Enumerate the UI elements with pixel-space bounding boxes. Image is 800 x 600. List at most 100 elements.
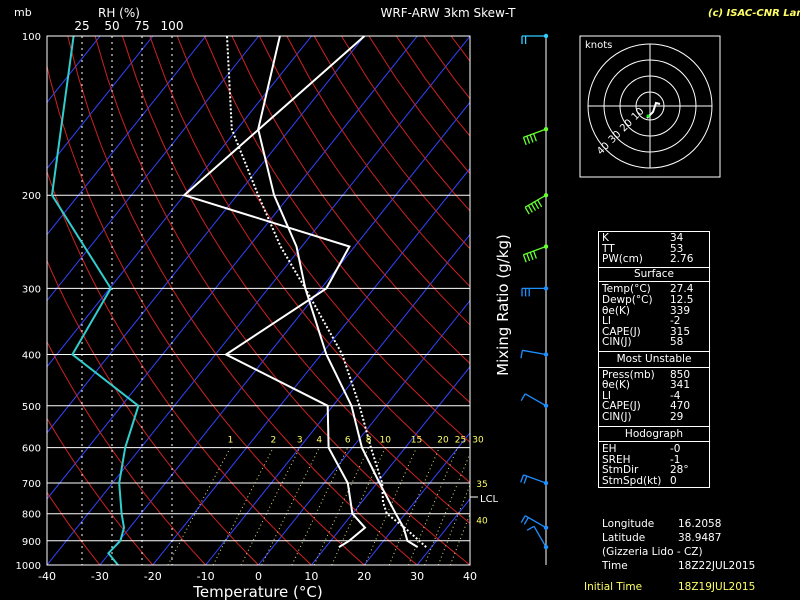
plot-frame: [46, 35, 471, 566]
station-value: 16.2058: [678, 518, 722, 530]
hodo-key: StmDir: [602, 464, 639, 477]
x-tick-label: -40: [38, 570, 56, 583]
hodo-value: -0: [670, 443, 681, 456]
isotherm: [258, 299, 470, 565]
y-tick-label: 500: [22, 402, 41, 413]
wind-barb: [524, 515, 547, 529]
surface-value: 315: [670, 325, 691, 338]
wind-barb-flag: [520, 393, 526, 402]
wind-barb-flag: [529, 252, 534, 260]
surface-value: 12.5: [670, 293, 694, 306]
indices-panel: K 34 TT 53 PW(cm) 2.76 Surface Temp(°C) 27.4 De…: [598, 231, 710, 489]
unstable-key: LI: [602, 389, 611, 402]
x-tick-label: -20: [144, 570, 162, 583]
hodograph-trace: [646, 101, 661, 119]
x-tick-label: -10: [197, 570, 215, 583]
hodo-row: SREH -1: [602, 455, 706, 466]
index-value: 2.76: [670, 253, 694, 266]
mixing-ratio-tick: 35: [476, 480, 487, 490]
mixing-ratio-tick: 25: [455, 436, 466, 446]
station-value: 18Z22JUL2015: [678, 560, 756, 572]
station-row: Longitude 16.2058: [602, 517, 755, 531]
y-tick-label: 600: [22, 444, 41, 455]
wind-barb-flag: [537, 199, 543, 208]
index-key: TT: [602, 242, 615, 255]
mixing-ratio-tick: 10: [380, 436, 392, 446]
y-tick-label: 800: [22, 510, 41, 521]
dry-adiabat: [313, 36, 470, 250]
wind-barb-flag: [534, 201, 540, 210]
unstable-value: 29: [670, 410, 684, 423]
station-key: Time: [602, 560, 628, 572]
surface-row: Dewp(°C) 12.5: [602, 295, 706, 306]
isotherm: [47, 36, 312, 368]
surface-title: Surface: [599, 269, 709, 283]
wind-barb-flag: [524, 206, 530, 215]
hodo-value: 28°: [670, 464, 689, 477]
hodograph-title: Hodograph: [599, 428, 709, 443]
unstable-row: CIN(J) 29: [602, 412, 706, 423]
chart-title: WRF-ARW 3km Skew-T: [381, 6, 517, 20]
wind-barb-flag: [526, 253, 531, 262]
hodo-value: -1: [670, 453, 681, 466]
mixing-ratio-line: [240, 447, 301, 565]
index-row: PW(cm) 2.76: [602, 254, 706, 265]
surface-row: θe(K) 339: [602, 305, 706, 317]
dry-adiabat: [231, 36, 470, 365]
dry-adiabat: [204, 36, 470, 404]
hodo-key: StmSpd(kt): [602, 474, 662, 487]
mixing-ratio-tick: 15: [411, 436, 422, 446]
dry-adiabat: [286, 36, 470, 288]
dry-adiabat: [47, 340, 206, 565]
station-key: Longitude: [602, 518, 655, 530]
unstable-row: θe(K) 341: [602, 380, 706, 391]
x-tick-label: 10: [304, 570, 318, 583]
mixing-ratio-tick: 3: [297, 436, 303, 446]
unstable-row: LI -4: [602, 391, 706, 402]
rh-tick-label: 50: [104, 19, 119, 33]
wind-profile: [520, 33, 549, 565]
wind-barb-flag: [522, 137, 527, 146]
hodograph-point: [646, 114, 650, 118]
unstable-row: Press(mb) 850: [602, 369, 706, 381]
x-tick-label: 0: [255, 570, 262, 583]
mixing-ratio-line: [437, 483, 470, 565]
x-tick-label: 30: [410, 570, 424, 583]
surface-row: Temp(°C) 27.4: [602, 284, 706, 295]
mixing-ratio-tick: 30: [472, 436, 484, 446]
unstable-value: -4: [670, 389, 681, 402]
unstable-value: 470: [670, 400, 691, 413]
station-value: 38.9487: [678, 532, 722, 544]
index-value: 34: [670, 232, 684, 244]
wind-barb: [522, 349, 547, 356]
surface-key: CAPE(J): [602, 325, 641, 338]
initial-time: Initial Time 18Z19JUL2015: [584, 581, 755, 593]
isotherm: [363, 432, 470, 565]
surface-value: 27.4: [670, 283, 694, 296]
index-row: TT 53: [602, 242, 706, 255]
rh-tick-label: 75: [134, 19, 149, 33]
rh-tick-label: 100: [161, 19, 184, 33]
x-axis-label: Temperature (°C): [192, 583, 322, 600]
rh-tick-label: 25: [74, 19, 89, 33]
dry-adiabat: [47, 491, 101, 565]
mixing-ratio-tick: 8: [366, 436, 372, 446]
index-value: 53: [670, 242, 684, 255]
wind-barb: [524, 393, 547, 407]
isotherm: [152, 167, 470, 565]
index-key: PW(cm): [602, 253, 643, 266]
station-row: (Gizzeria Lido - CZ): [602, 545, 755, 559]
unstable-key: θe(K): [602, 379, 630, 392]
isotherm: [47, 36, 470, 565]
y-tick-label: 1000: [16, 561, 41, 572]
isotherm: [47, 36, 154, 170]
most-unstable-title: Most Unstable: [599, 354, 709, 368]
initial-time-value: 18Z19JUL2015: [678, 581, 756, 593]
mixing-ratio-tick: 1: [228, 436, 234, 446]
wind-barb-flag: [532, 250, 537, 259]
x-tick-label: -30: [91, 570, 109, 583]
wind-barb-flag: [529, 134, 534, 143]
isotherm: [47, 36, 418, 500]
isotherm: [47, 36, 365, 434]
